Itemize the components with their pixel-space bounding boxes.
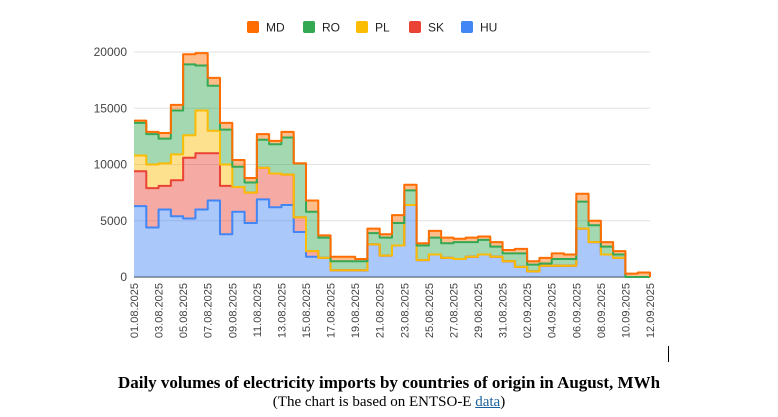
x-tick-label: 09.08.2025 [227,283,239,338]
chart-caption: Daily volumes of electricity imports by … [0,372,778,411]
x-tick-label: 25.08.2025 [424,283,436,338]
x-tick-label: 03.08.2025 [154,283,166,338]
x-axis: 01.08.2025 03.08.2025 05.08.2025 07.08.2025… [129,283,657,338]
y-axis: 0 5000 10000 15000 20000 [94,45,128,284]
series-lines [134,52,651,278]
caption-subtitle-prefix: (The chart is based on ENTSO-E [272,394,476,410]
y-tick-label: 5000 [100,214,127,228]
caption-subtitle-suffix: ) [500,394,506,410]
x-tick-label: 11.08.2025 [252,283,264,337]
x-tick-label: 02.09.2025 [522,283,534,338]
x-tick-label: 01.08.2025 [129,283,141,338]
area-hu [134,199,650,277]
x-tick-label: 15.08.2025 [301,283,313,338]
area-md [134,53,650,277]
caption-title: Daily volumes of electricity imports by … [117,373,661,392]
x-tick-label: 10.09.2025 [620,283,632,338]
legend-label-hu: HU [480,21,497,35]
x-tick-label: 29.08.2025 [473,283,485,338]
legend-label-pl: PL [375,21,390,35]
x-tick-label: 23.08.2025 [399,283,411,338]
line-ro [134,63,650,278]
x-tick-label: 08.09.2025 [596,283,608,338]
data-source-link[interactable]: data [475,394,501,410]
x-tick-label: 13.08.2025 [276,283,288,338]
legend-label-sk: SK [428,21,444,35]
stacked-area-chart: MD RO PL SK HU 0 5000 10000 15000 20000 01.08.20… [94,21,657,339]
x-tick-label: 19.08.2025 [350,283,362,338]
legend-swatch-hu [461,21,473,33]
caption-subtitle: (The chart is based on ENTSO-E data) [0,393,778,411]
line-pl [134,109,650,278]
x-tick-label: 07.08.2025 [203,283,215,338]
text-cursor [668,346,669,362]
x-tick-label: 27.08.2025 [448,283,460,338]
legend-label-ro: RO [322,21,340,35]
area-sk [134,153,650,277]
legend: MD RO PL SK HU [247,21,497,35]
y-tick-label: 0 [120,270,127,284]
line-md [134,52,651,277]
legend-swatch-md [247,21,259,33]
legend-swatch-pl [356,21,368,33]
x-tick-label: 21.08.2025 [375,283,387,338]
x-tick-label: 05.08.2025 [178,283,190,338]
y-tick-label: 10000 [94,158,128,172]
x-tick-label: 06.09.2025 [571,283,583,338]
y-tick-label: 20000 [94,45,128,59]
legend-swatch-ro [303,21,315,33]
x-tick-label: 31.08.2025 [498,283,510,338]
y-tick-label: 15000 [94,101,128,115]
x-tick-label: 04.09.2025 [547,283,559,338]
x-tick-label: 17.08.2025 [326,283,338,338]
legend-label-md: MD [266,21,285,35]
legend-swatch-sk [409,21,421,33]
x-tick-label: 12.09.2025 [645,283,657,338]
